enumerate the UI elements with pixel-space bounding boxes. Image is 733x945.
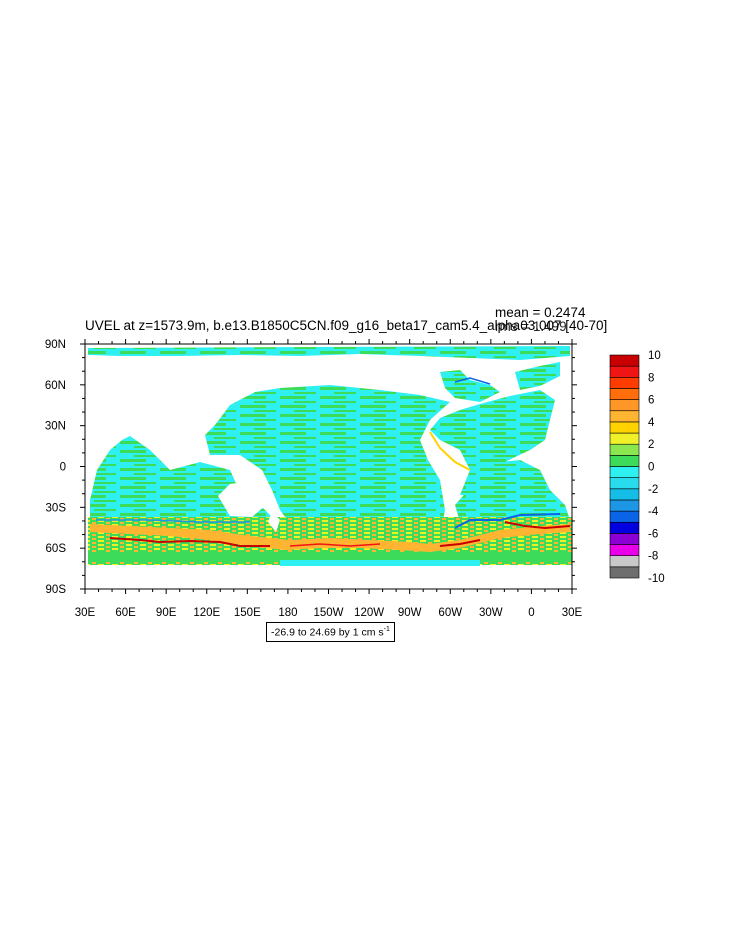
- x-tick-label: 180: [278, 607, 297, 619]
- contour-range-note: -26.9 to 24.69 by 1 cm s-1: [266, 622, 395, 642]
- colorbar-swatch: [609, 432, 640, 445]
- x-tick-label: 60W: [438, 607, 462, 619]
- y-tick-label: 30S: [46, 502, 67, 514]
- x-tick-label: 30E: [75, 607, 96, 619]
- range-text: -26.9 to 24.69 by 1 cm s: [271, 626, 384, 639]
- y-axis-ticks: 90N 60N 30N 0 30S 60S 90S: [45, 339, 577, 596]
- colorbar-swatch: [609, 555, 640, 568]
- colorbar-swatch: [609, 521, 640, 534]
- x-axis-ticks: 30E 60E 90E 120E 150E 180 150W 120W 90W 60W 30W 0 30…: [75, 339, 583, 619]
- y-tick-label: 0: [60, 462, 66, 474]
- colorbar: 10 8 6 4 2 0 -2 -4 -6 -8 -10: [609, 350, 665, 585]
- colorbar-label: -10: [648, 573, 665, 585]
- y-tick-label: 30N: [45, 421, 66, 433]
- colorbar-label: -4: [648, 506, 659, 518]
- y-tick-label: 60N: [45, 380, 66, 392]
- colorbar-swatch: [609, 421, 640, 434]
- colorbar-swatch: [609, 533, 640, 545]
- colorbar-label: -2: [648, 484, 658, 496]
- x-tick-label: 30E: [562, 607, 583, 619]
- colorbar-label: 4: [648, 417, 655, 429]
- x-tick-label: 60E: [115, 607, 136, 619]
- colorbar-swatch: [609, 376, 640, 389]
- colorbar-swatch: [609, 510, 640, 523]
- colorbar-swatch: [609, 477, 640, 490]
- ocean-field: [88, 346, 572, 566]
- x-tick-label: 150W: [313, 607, 343, 619]
- colorbar-label: -6: [648, 528, 658, 540]
- x-tick-label: 0: [528, 607, 534, 619]
- range-unit-exponent: -1: [383, 626, 390, 633]
- colorbar-label: 8: [648, 372, 654, 384]
- colorbar-label: 2: [648, 439, 654, 451]
- x-tick-label: 90E: [156, 607, 177, 619]
- x-tick-label: 90W: [398, 607, 422, 619]
- colorbar-swatch: [609, 466, 640, 478]
- colorbar-swatch: [609, 388, 640, 400]
- x-tick-label: 30W: [479, 607, 503, 619]
- colorbar-swatch: [609, 399, 640, 412]
- y-tick-label: 90S: [46, 584, 67, 596]
- y-tick-label: 90N: [45, 339, 66, 351]
- colorbar-swatch: [609, 488, 640, 501]
- colorbar-label: 0: [648, 462, 654, 474]
- colorbar-swatch: [609, 455, 640, 467]
- x-tick-label: 150E: [234, 607, 261, 619]
- rms-label: rms = 1.499: [495, 319, 567, 334]
- colorbar-swatch: [609, 410, 640, 423]
- y-tick-label: 60S: [46, 543, 67, 555]
- colorbar-swatch: [609, 566, 640, 579]
- x-tick-label: 120W: [354, 607, 384, 619]
- colorbar-swatch: [609, 499, 640, 512]
- colorbar-label: 10: [648, 350, 661, 362]
- x-tick-label: 120E: [193, 607, 220, 619]
- colorbar-label: -8: [648, 551, 658, 563]
- colorbar-label: 6: [648, 395, 654, 407]
- chart-title: UVEL at z=1573.9m, b.e13.B1850C5CN.f09_g…: [85, 318, 608, 333]
- colorbar-swatch: [609, 354, 640, 367]
- colorbar-swatch: [609, 365, 640, 378]
- mean-label: mean = 0.2474: [495, 305, 586, 320]
- colorbar-swatch: [609, 443, 640, 456]
- colorbar-swatch: [609, 544, 640, 556]
